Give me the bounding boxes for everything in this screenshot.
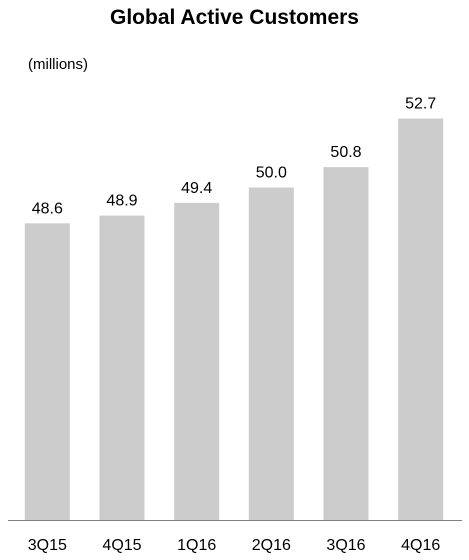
- unit-label: (millions): [28, 56, 88, 73]
- bar-3Q16: [323, 167, 369, 520]
- bar-4Q16: [398, 118, 444, 520]
- bar-2Q16: [248, 187, 294, 520]
- bar-1Q16: [174, 202, 220, 520]
- tick-labels-group: 3Q15 4Q15 1Q16 2Q16 3Q16 4Q16: [28, 537, 441, 554]
- value-label-4Q16: 52.7: [405, 96, 436, 113]
- x-tick-label-3Q15: 3Q15: [28, 537, 67, 554]
- bar-3Q15: [24, 223, 70, 521]
- bars-group: [24, 118, 444, 521]
- value-label-1Q16: 49.4: [181, 180, 212, 197]
- bar-4Q15: [99, 215, 145, 520]
- x-tick-label-4Q15: 4Q15: [102, 537, 141, 554]
- value-labels-group: 48.6 48.9 49.4 50.0 50.8 52.7: [32, 96, 437, 218]
- x-tick-label-3Q16: 3Q16: [326, 537, 365, 554]
- value-label-4Q15: 48.9: [106, 193, 137, 210]
- x-tick-label-4Q16: 4Q16: [401, 537, 440, 554]
- chart-title: Global Active Customers: [110, 6, 359, 29]
- x-tick-label-1Q16: 1Q16: [177, 537, 216, 554]
- value-label-3Q15: 48.6: [32, 200, 63, 217]
- value-label-3Q16: 50.8: [330, 144, 361, 161]
- x-tick-label-2Q16: 2Q16: [252, 537, 291, 554]
- value-label-2Q16: 50.0: [256, 165, 287, 182]
